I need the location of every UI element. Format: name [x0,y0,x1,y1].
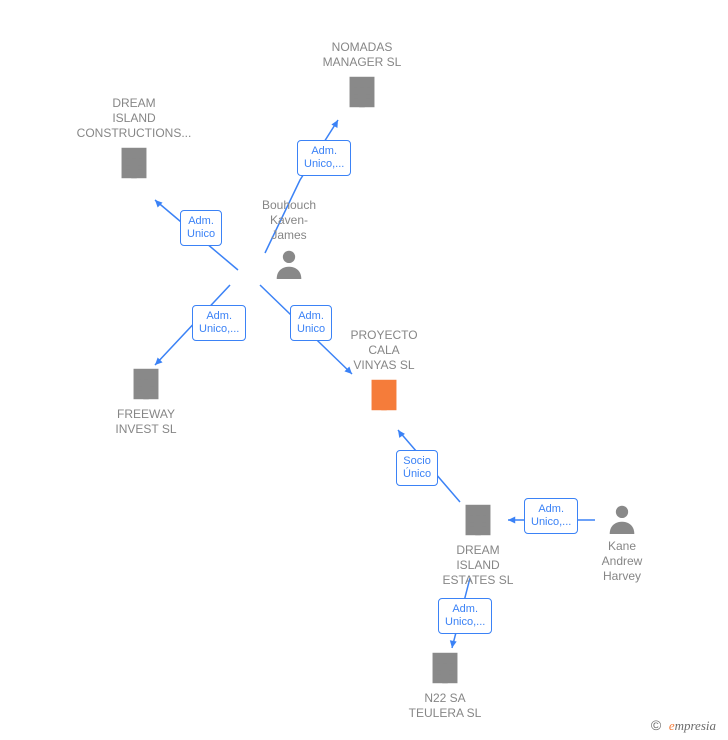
building-icon [64,145,204,186]
node-label: NOMADAS MANAGER SL [302,40,422,70]
edge-label-dreamest-proyecto: Socio Único [396,450,438,486]
building-icon [324,377,444,418]
node-proyecto[interactable]: PROYECTO CALA VINYAS SL [324,328,444,418]
person-icon [234,247,344,284]
edge-label-bouhouch-nomadas: Adm. Unico,... [297,140,351,176]
arrowhead-icon [155,200,163,208]
node-nomadas[interactable]: NOMADAS MANAGER SL [302,40,422,115]
node-bouhouch[interactable]: Bouhouch Kaven- James [234,198,344,284]
person-icon [572,502,672,539]
edge-label-bouhouch-proyecto: Adm. Unico [290,305,332,341]
building-icon [91,366,201,407]
node-n22[interactable]: N22 SA TEULERA SL [390,646,500,721]
building-icon [302,74,422,115]
arrowhead-icon [331,120,338,128]
node-label: N22 SA TEULERA SL [390,691,500,721]
node-kane[interactable]: Kane Andrew Harvey [572,498,672,584]
edge-label-bouhouch-freeway: Adm. Unico,... [192,305,246,341]
building-icon [418,502,538,543]
node-freeway[interactable]: FREEWAY INVEST SL [91,362,201,437]
edge-label-bouhouch-dreamcon: Adm. Unico [180,210,222,246]
node-label: DREAM ISLAND ESTATES SL [418,543,538,588]
node-label: Kane Andrew Harvey [572,539,672,584]
node-label: Bouhouch Kaven- James [234,198,344,243]
node-label: DREAM ISLAND CONSTRUCTIONS... [64,96,204,141]
node-dreamcon[interactable]: DREAM ISLAND CONSTRUCTIONS... [64,96,204,186]
edge-label-dreamest-n22: Adm. Unico,... [438,598,492,634]
building-icon [390,650,500,691]
edge-label-kane-dreamest: Adm. Unico,... [524,498,578,534]
node-dreamest[interactable]: DREAM ISLAND ESTATES SL [418,498,538,588]
diagram-canvas: NOMADAS MANAGER SL DREAM ISLAND CONSTRUC… [0,0,728,740]
node-label: PROYECTO CALA VINYAS SL [324,328,444,373]
node-label: FREEWAY INVEST SL [91,407,201,437]
